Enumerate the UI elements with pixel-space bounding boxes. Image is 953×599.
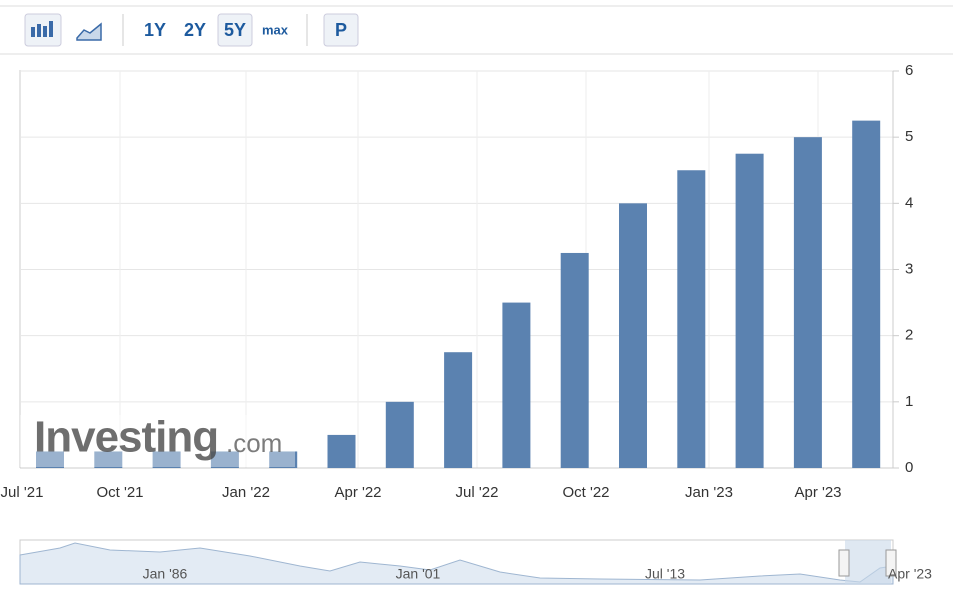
x-tick-label: Jul '21: [1, 484, 44, 501]
bar: [444, 352, 473, 468]
icon: [43, 26, 47, 37]
x-tick-label: Jul '22: [456, 484, 499, 501]
navigator-window[interactable]: [845, 540, 891, 584]
x-tick-label: Apr '22: [334, 484, 381, 501]
p-button-label[interactable]: P: [335, 20, 347, 40]
x-tick-label: Jan '23: [685, 484, 733, 501]
navigator-label: Apr '23: [888, 566, 932, 582]
bar: [385, 401, 414, 468]
icon: [31, 27, 35, 37]
watermark-bg: [20, 415, 295, 467]
navigator-handle[interactable]: [885, 549, 897, 577]
x-tick-label: Jan '22: [222, 484, 270, 501]
bar: [36, 451, 64, 468]
x-tick-label: Apr '23: [794, 484, 841, 501]
navigator-label: Jan '01: [396, 566, 441, 582]
bar: [152, 451, 181, 468]
icon: [49, 21, 53, 37]
bar: [793, 137, 822, 468]
y-tick-label: 0: [905, 459, 913, 476]
range-button[interactable]: 2Y: [184, 20, 206, 40]
range-button-active[interactable]: [217, 13, 253, 47]
y-tick-label: 6: [905, 62, 913, 79]
bar: [735, 153, 764, 469]
bar: [502, 302, 531, 468]
x-tick-label: Oct '22: [562, 484, 609, 501]
y-tick-label: 2: [905, 327, 913, 344]
bar-chart-button[interactable]: [24, 13, 62, 47]
bar: [269, 451, 298, 468]
navigator-handle[interactable]: [838, 549, 850, 577]
area-chart-button[interactable]: [76, 22, 102, 41]
watermark-main: Investing: [34, 413, 218, 462]
y-tick-label: 5: [905, 128, 913, 145]
watermark: Investing .com: [20, 413, 295, 467]
watermark-suffix: .com: [226, 428, 282, 458]
bar: [94, 451, 123, 468]
bar: [619, 203, 647, 469]
x-tick-label: Oct '21: [96, 484, 143, 501]
navigator-label: Jul '13: [645, 566, 685, 582]
navigator-label: Jan '86: [143, 566, 188, 582]
bar: [560, 252, 589, 468]
icon: [37, 24, 41, 37]
bar: [852, 120, 881, 468]
range-button[interactable]: 5Y: [224, 20, 246, 40]
range-button[interactable]: max: [262, 22, 289, 37]
y-tick-label: 4: [905, 194, 913, 211]
p-button[interactable]: [323, 13, 359, 47]
navigator[interactable]: Jan '86 Jan '01 Jul '13 Apr '23: [19, 539, 932, 585]
range-button[interactable]: 1Y: [144, 20, 166, 40]
bar: [677, 170, 706, 468]
y-tick-label: 1: [905, 393, 913, 410]
bar: [327, 434, 356, 468]
bar: [210, 451, 239, 468]
y-tick-label: 3: [905, 260, 913, 277]
